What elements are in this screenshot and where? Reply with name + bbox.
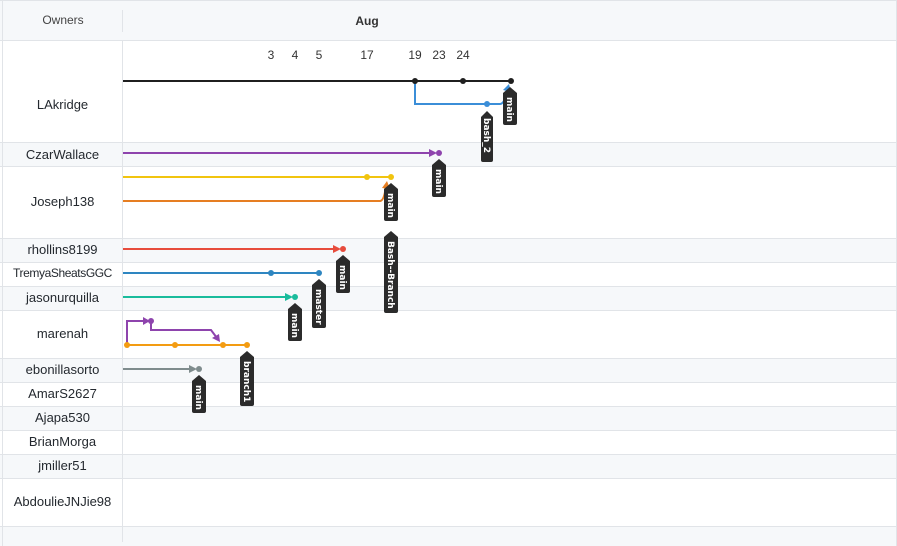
branch-tags: bash_2 main main main Bash--Branch main: [192, 87, 517, 413]
owner-name[interactable]: jmiller51: [38, 458, 87, 473]
svg-text:main: main: [385, 193, 395, 218]
svg-text:bash_2: bash_2: [481, 118, 491, 153]
date-tick: 5: [316, 48, 323, 62]
branch-tag[interactable]: bash_2: [481, 111, 493, 162]
commit-dot[interactable]: [412, 78, 418, 84]
owner-name[interactable]: rhollins8199: [27, 242, 98, 257]
branch-tag[interactable]: main: [192, 375, 206, 413]
branch-tag[interactable]: main: [384, 183, 398, 221]
branch-tag[interactable]: Bash--Branch: [384, 231, 398, 313]
svg-text:master: master: [313, 289, 323, 325]
date-tick: 4: [292, 48, 299, 62]
owner-name[interactable]: AmarS2627: [28, 386, 97, 401]
date-tick: 3: [268, 48, 275, 62]
owner-name[interactable]: CzarWallace: [25, 147, 100, 162]
date-tick: 24: [456, 48, 470, 62]
svg-text:main: main: [433, 169, 443, 194]
branch-jasonurquilla[interactable]: [123, 293, 298, 301]
owner-name[interactable]: ebonillasorto: [25, 362, 100, 377]
svg-text:main: main: [193, 385, 203, 410]
branch-joseph138[interactable]: [123, 174, 394, 202]
commit-dot[interactable]: [220, 342, 226, 348]
branch-tremya[interactable]: [123, 270, 322, 276]
svg-text:main: main: [504, 97, 514, 122]
commit-dot[interactable]: [292, 294, 298, 300]
commit-dot[interactable]: [124, 342, 130, 348]
owner-name[interactable]: marenah: [36, 326, 89, 341]
owner-name[interactable]: BrianMorga: [28, 434, 97, 449]
branch-tag[interactable]: master: [312, 279, 326, 328]
commit-dot[interactable]: [268, 270, 274, 276]
owner-name[interactable]: AbdoulieJNJie98: [13, 494, 112, 509]
svg-text:main: main: [337, 265, 347, 290]
owner-name[interactable]: LAkridge: [36, 97, 89, 112]
branch-tag[interactable]: main: [503, 87, 517, 125]
owners-header: Owners: [42, 13, 83, 27]
svg-text:branch1: branch1: [241, 361, 251, 402]
owner-name[interactable]: TremyaSheatsGGC: [13, 266, 112, 280]
commit-dot[interactable]: [196, 366, 202, 372]
date-tick: 23: [432, 48, 446, 62]
branch-czarwallace[interactable]: [123, 149, 442, 157]
branch-ebonillasorto[interactable]: [123, 365, 202, 373]
commit-dot[interactable]: [484, 101, 490, 107]
owner-name[interactable]: jasonurquilla: [26, 290, 99, 305]
branch-tag[interactable]: main: [288, 303, 302, 341]
commit-dot[interactable]: [316, 270, 322, 276]
commit-dot[interactable]: [460, 78, 466, 84]
branch-marenah[interactable]: [124, 317, 250, 348]
branch-lakridge[interactable]: [123, 78, 514, 107]
branch-tag[interactable]: main: [336, 255, 350, 293]
owner-name[interactable]: Joseph138: [30, 194, 95, 209]
owner-name[interactable]: Ajapa530: [35, 410, 90, 425]
branch-tag[interactable]: branch1: [240, 351, 254, 406]
commit-dot[interactable]: [340, 246, 346, 252]
commit-dot[interactable]: [508, 78, 514, 84]
svg-text:Bash--Branch: Bash--Branch: [385, 241, 395, 309]
commit-dot[interactable]: [172, 342, 178, 348]
date-tick: 17: [360, 48, 374, 62]
commit-dot[interactable]: [148, 318, 154, 324]
branch-rhollins8199[interactable]: [123, 245, 346, 253]
date-tick: 19: [408, 48, 422, 62]
svg-text:main: main: [289, 313, 299, 338]
month-label: Aug: [355, 14, 378, 28]
branch-tag[interactable]: main: [432, 159, 446, 197]
commit-dot[interactable]: [388, 174, 394, 180]
commit-dot[interactable]: [364, 174, 370, 180]
commit-dot[interactable]: [436, 150, 442, 156]
date-ticks: 3 4 5 17 19 23 24: [268, 48, 470, 62]
commit-dot[interactable]: [244, 342, 250, 348]
